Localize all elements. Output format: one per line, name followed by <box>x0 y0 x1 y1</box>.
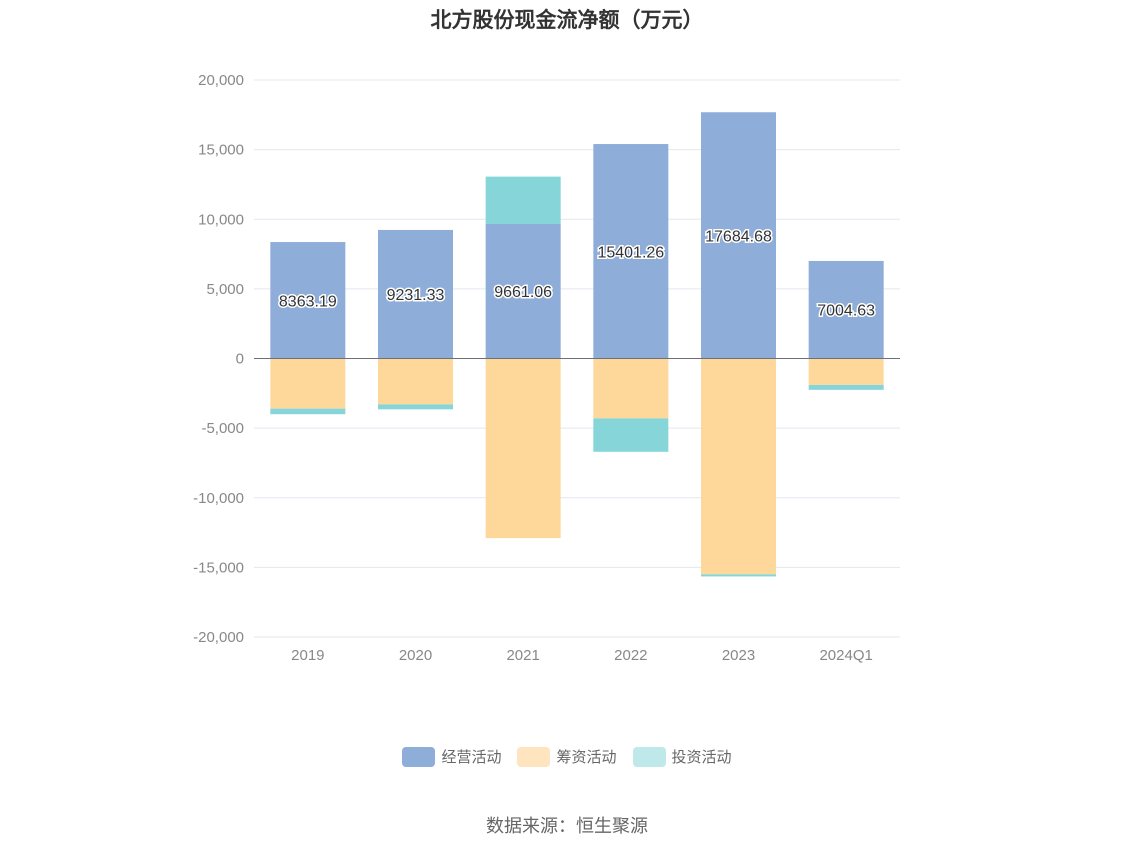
data-source: 数据来源：恒生聚源 <box>486 816 648 836</box>
x-tick-label: 2024Q1 <box>819 647 872 664</box>
bar-investing-2022[interactable] <box>593 418 669 452</box>
x-axis-ticks: 2019 2020 2021 2022 2023 2024Q1 <box>291 647 873 664</box>
y-axis-ticks: 20,000 15,000 10,000 5,000 0 -5,000 -10,000 -15… <box>193 72 244 646</box>
grid-lines <box>254 79 900 638</box>
legend: 经营活动 筹资活动 投资活动 <box>0 746 1134 767</box>
legend-swatch-investing <box>632 746 666 767</box>
x-tick-label: 2020 <box>399 647 432 664</box>
y-tick-label: 15,000 <box>198 142 244 159</box>
bar-investing-2021[interactable] <box>485 176 561 224</box>
bar-financing-2019[interactable] <box>270 358 346 409</box>
y-tick-label: -15,000 <box>193 559 244 576</box>
chart-canvas: 20,000 15,000 10,000 5,000 0 -5,000 -10,000 -15… <box>193 72 900 664</box>
bar-investing-2024Q1[interactable] <box>808 384 884 390</box>
bar-investing-2019[interactable] <box>270 408 346 415</box>
bar-financing-2024Q1[interactable] <box>808 358 884 385</box>
legend-item-financing[interactable]: 筹资活动 <box>517 746 617 767</box>
x-tick-label: 2019 <box>291 647 324 664</box>
data-labels: 8363.19 9231.33 9661.06 15401.26 17684.68 700… <box>277 227 876 321</box>
y-tick-label: 5,000 <box>206 281 244 298</box>
bar-financing-2022[interactable] <box>593 358 669 419</box>
bar-operating-2021[interactable] <box>485 223 561 359</box>
bar-financing-2021[interactable] <box>485 358 561 539</box>
legend-label-investing: 投资活动 <box>671 749 732 766</box>
data-label-2024Q1: 7004.63 <box>817 303 875 320</box>
data-label-2023: 17684.68 <box>705 228 772 245</box>
legend-label-operating: 经营活动 <box>441 749 502 766</box>
y-tick-label: -5,000 <box>201 420 244 437</box>
bar-financing-2020[interactable] <box>378 358 453 405</box>
y-tick-label: 10,000 <box>198 211 244 228</box>
bars <box>270 112 884 577</box>
chart-title: 北方股份现金流净额（万元） <box>430 9 704 32</box>
bar-investing-2020[interactable] <box>378 404 453 410</box>
y-tick-label: 20,000 <box>198 72 244 89</box>
bar-operating-2019[interactable] <box>270 242 346 359</box>
data-label-2022: 15401.26 <box>597 244 664 261</box>
legend-item-investing[interactable]: 投资活动 <box>632 746 732 767</box>
bar-operating-2020[interactable] <box>378 229 453 359</box>
bar-financing-2023[interactable] <box>701 358 776 575</box>
x-tick-label: 2022 <box>614 647 647 664</box>
x-tick-label: 2021 <box>506 647 539 664</box>
y-tick-label: -20,000 <box>193 629 244 646</box>
bar-operating-2024Q1[interactable] <box>808 260 884 359</box>
x-tick-label: 2023 <box>722 647 755 664</box>
data-label-2021: 9661.06 <box>494 284 552 301</box>
bar-operating-2022[interactable] <box>593 144 669 359</box>
bar-investing-2023[interactable] <box>701 574 776 577</box>
data-label-2019: 8363.19 <box>279 293 337 310</box>
legend-item-operating[interactable]: 经营活动 <box>402 746 501 767</box>
legend-label-financing: 筹资活动 <box>556 749 617 766</box>
y-tick-label: -10,000 <box>193 490 244 507</box>
y-tick-label: 0 <box>236 351 244 368</box>
legend-swatch-financing <box>517 746 551 767</box>
data-label-2020: 9231.33 <box>387 287 445 304</box>
bar-operating-2023[interactable] <box>701 112 776 359</box>
legend-swatch-operating <box>402 746 436 767</box>
